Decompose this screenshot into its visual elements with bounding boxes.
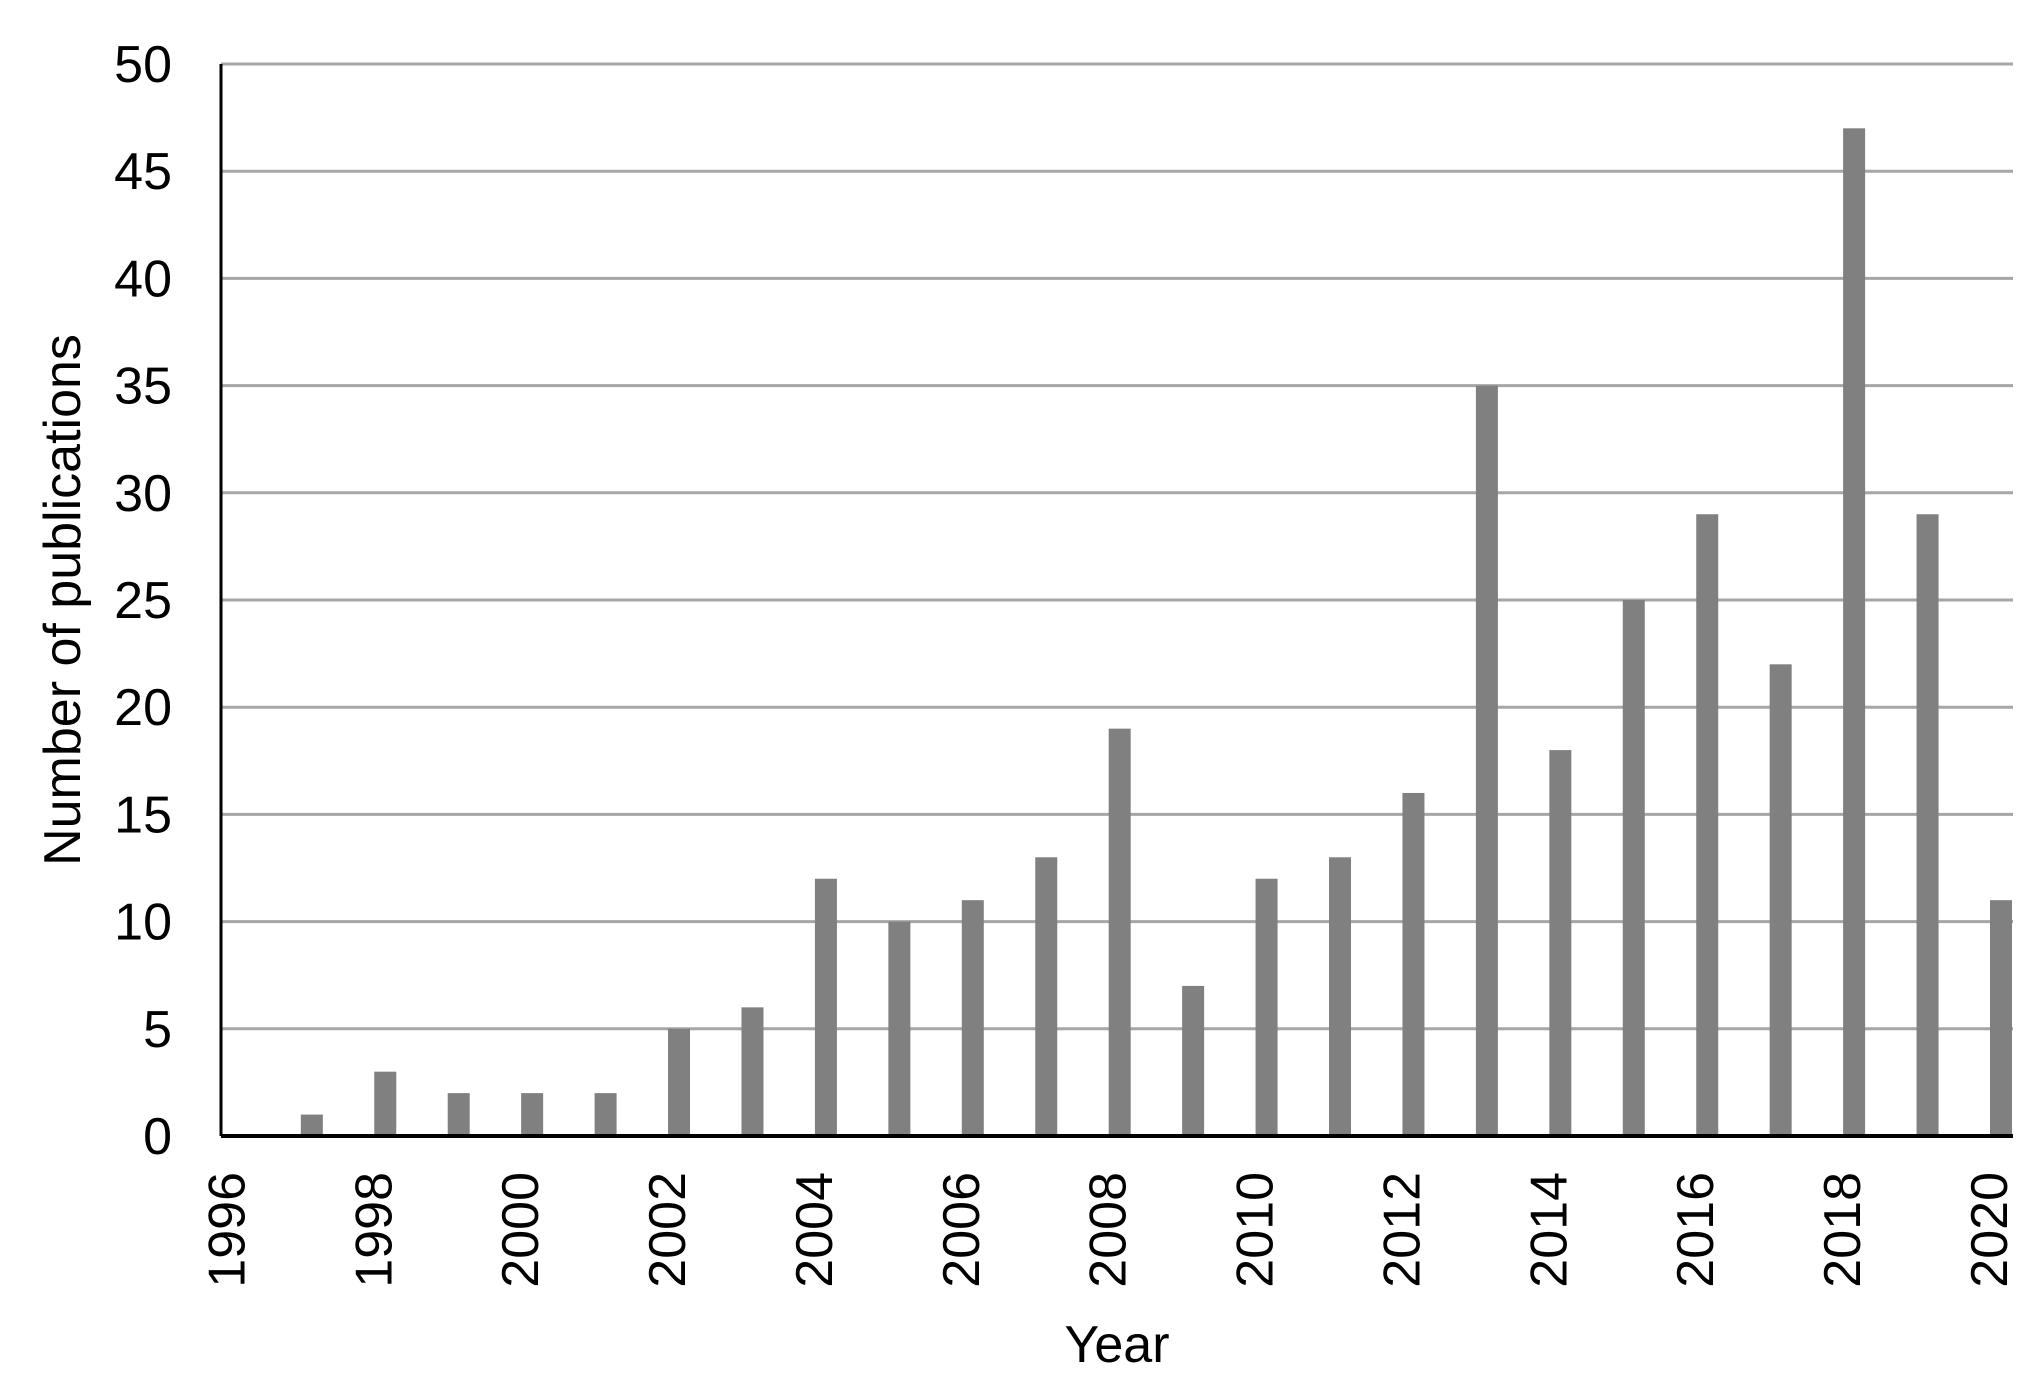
y-tick-label-40: 40: [114, 250, 172, 308]
bar-2009: [1182, 985, 1205, 1136]
y-axis-title: Number of publications: [34, 334, 92, 866]
y-tick-label-20: 20: [114, 679, 172, 737]
bar-2011: [1329, 857, 1352, 1136]
bar-2000: [521, 1093, 544, 1136]
bar-1997: [300, 1114, 323, 1136]
y-tick-label-5: 5: [143, 1001, 172, 1059]
gridlines: [221, 62, 2013, 1031]
bar-2003: [741, 1007, 764, 1136]
bar-2004: [814, 878, 837, 1136]
bar-2007: [1035, 857, 1058, 1136]
y-tick-label-25: 25: [114, 572, 172, 630]
bar-2016: [1696, 514, 1719, 1136]
bar-2017: [1769, 664, 1792, 1136]
x-tick-label-1998: 1998: [345, 1172, 403, 1288]
x-tick-label-2002: 2002: [639, 1172, 697, 1288]
x-tick-label-2006: 2006: [933, 1172, 991, 1288]
x-tick-labels: 1996 1998 2000 2002 2004 2006 2008 2010 2012 2014…: [198, 1172, 2019, 1288]
bar-2002: [668, 1028, 691, 1136]
x-tick-label-2008: 2008: [1080, 1172, 1138, 1288]
y-tick-label-15: 15: [114, 786, 172, 844]
x-tick-label-2004: 2004: [786, 1172, 844, 1288]
x-tick-label-2000: 2000: [492, 1172, 550, 1288]
bar-2006: [961, 900, 984, 1136]
bar-2010: [1255, 878, 1278, 1136]
axes: [219, 64, 2013, 1138]
bar-2018: [1843, 128, 1866, 1136]
x-tick-label-2014: 2014: [1520, 1172, 1578, 1288]
bar-2015: [1622, 600, 1645, 1136]
bar-2019: [1916, 514, 1939, 1136]
bar-2014: [1549, 750, 1572, 1136]
bar-2001: [594, 1093, 617, 1136]
x-tick-label-1996: 1996: [198, 1172, 256, 1288]
bar-1998: [374, 1071, 397, 1136]
bar-2008: [1108, 728, 1131, 1136]
y-tick-label-10: 10: [114, 894, 172, 952]
x-tick-label-2016: 2016: [1667, 1172, 1725, 1288]
x-tick-label-2018: 2018: [1814, 1172, 1872, 1288]
x-tick-label-2020: 2020: [1961, 1172, 2019, 1288]
y-tick-label-45: 45: [114, 143, 172, 201]
bar-1999: [447, 1093, 470, 1136]
x-tick-label-2010: 2010: [1227, 1172, 1285, 1288]
bar-2020: [1990, 900, 2012, 1136]
y-tick-label-50: 50: [114, 36, 172, 94]
y-tick-label-35: 35: [114, 358, 172, 416]
bar-2012: [1402, 792, 1425, 1136]
bar-2013: [1475, 385, 1498, 1137]
y-tick-label-0: 0: [143, 1108, 172, 1166]
bars: [300, 128, 2012, 1137]
bar-2005: [888, 921, 911, 1136]
y-tick-label-30: 30: [114, 465, 172, 523]
x-axis-title: Year: [1064, 1316, 1169, 1374]
y-tick-labels: 0 5 10 15 20 25 30 35 40 45 50: [114, 36, 172, 1166]
x-tick-label-2012: 2012: [1373, 1172, 1431, 1288]
